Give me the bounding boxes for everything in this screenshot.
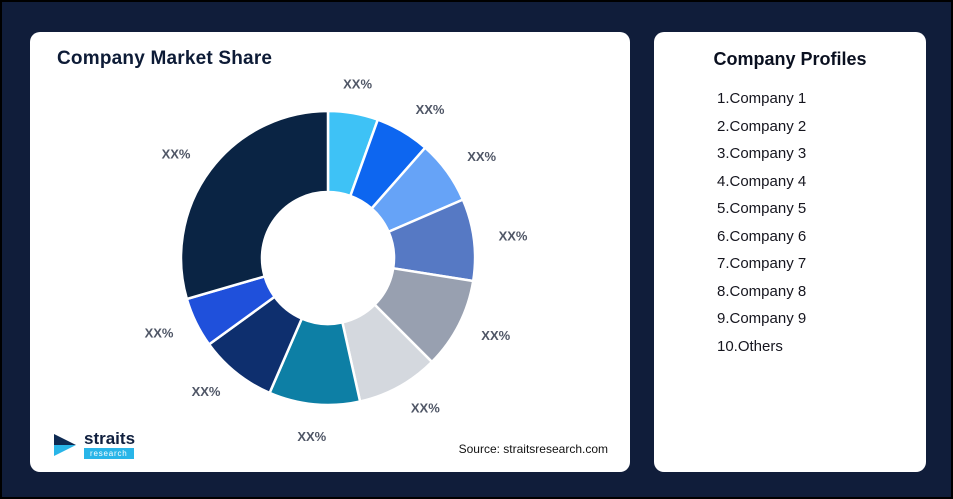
segment-percent-label-8: XX% (192, 384, 221, 399)
segment-percent-label-10: XX% (162, 147, 191, 162)
company-list-item: 4.Company 4 (717, 172, 807, 190)
logo-name: straits (84, 429, 136, 448)
segment-percent-label-9: XX% (145, 326, 174, 341)
segment-percent-label-1: XX% (343, 77, 372, 92)
donut-chart: XX% XX% XX% XX% XX% XX% XX% XX% XX% XX% (145, 77, 528, 445)
company-list-item: 3.Company 3 (717, 145, 807, 162)
company-list-item: 5.Company 5 (717, 200, 807, 217)
straits-logo-icon (54, 434, 76, 456)
straits-logo: straits research (52, 429, 136, 459)
segment-percent-label-3: XX% (467, 149, 496, 164)
company-list-item: 6.Company 6 (717, 227, 807, 245)
segment-percent-label-4: XX% (499, 228, 528, 243)
company-profiles-card: Company Profiles 1.Company 1 2.Company 2 3… (654, 32, 926, 472)
segment-percent-label-2: XX% (416, 102, 445, 117)
company-list: 1.Company 1 2.Company 2 3.Company 3 4.Compa… (654, 85, 926, 360)
profiles-title: Company Profiles (713, 49, 867, 69)
company-list-item: 2.Company 2 (717, 117, 807, 135)
company-list-item: 7.Company 7 (717, 255, 807, 272)
segment-percent-label-7: XX% (297, 429, 326, 444)
market-share-card: Company Market Share XX% XX% XX% XX% XX% XX% X… (30, 32, 630, 472)
company-list-item: 8.Company 8 (717, 282, 807, 300)
segment-percent-label-6: XX% (411, 401, 440, 416)
straits-logo-text: straits research (84, 429, 136, 459)
source-text: Source: straitsresearch.com (458, 442, 608, 456)
segment-percent-label-5: XX% (481, 328, 510, 343)
company-list-item: 10.Others (717, 337, 783, 355)
company-list-item: 1.Company 1 (717, 90, 807, 107)
donut-segment-10 (179, 109, 330, 301)
company-list-item: 9.Company 9 (717, 310, 807, 327)
chart-title: Company Market Share (57, 48, 273, 69)
logo-subtitle: research (84, 448, 134, 459)
